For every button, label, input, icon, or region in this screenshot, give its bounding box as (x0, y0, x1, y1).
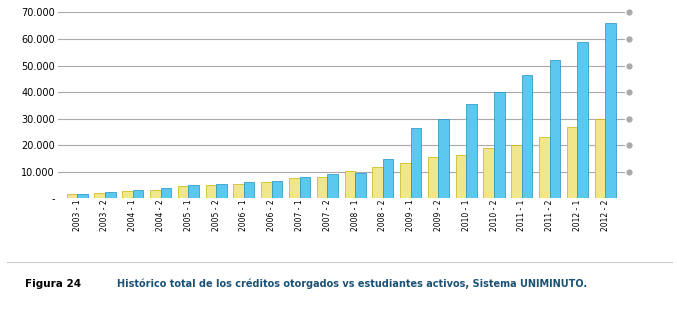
Bar (272, 181, 282, 198)
Bar (605, 23, 616, 198)
Bar (522, 75, 532, 198)
Bar (316, 177, 327, 198)
Bar (439, 119, 449, 198)
Bar (105, 192, 115, 198)
Bar (299, 177, 310, 198)
Text: Histórico total de los créditos otorgados vs estudiantes activos, Sistema UNIMIN: Histórico total de los créditos otorgado… (117, 278, 587, 289)
Bar (244, 183, 255, 198)
Bar (67, 194, 77, 198)
Bar (383, 158, 393, 198)
Bar (372, 166, 383, 198)
Bar (400, 162, 411, 198)
Bar (577, 42, 588, 198)
Bar (595, 119, 605, 198)
Bar (188, 185, 199, 198)
Bar (428, 157, 439, 198)
Bar (77, 194, 88, 198)
Bar (549, 60, 560, 198)
Bar (344, 170, 355, 198)
Bar (160, 188, 171, 198)
Bar (355, 173, 366, 198)
Bar (511, 145, 522, 198)
Bar (216, 184, 227, 198)
Bar (466, 104, 477, 198)
Bar (539, 137, 549, 198)
Bar (234, 184, 244, 198)
Bar (261, 183, 272, 198)
Bar (289, 179, 299, 198)
Bar (456, 155, 466, 198)
Bar (327, 175, 338, 198)
Bar (567, 127, 577, 198)
Bar (178, 186, 188, 198)
Bar (411, 128, 421, 198)
Bar (122, 191, 133, 198)
Bar (494, 92, 504, 198)
Bar (206, 185, 216, 198)
Bar (94, 193, 105, 198)
Text: Figura 24: Figura 24 (24, 279, 81, 289)
Bar (133, 190, 143, 198)
Bar (150, 190, 160, 198)
Bar (483, 148, 494, 198)
